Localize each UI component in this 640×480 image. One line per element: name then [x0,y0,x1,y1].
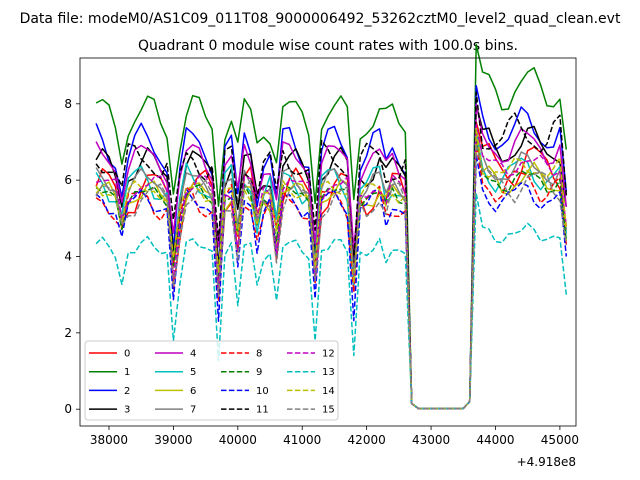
series-line-12 [95,124,568,410]
legend-label: 11 [256,405,269,416]
series-line-15 [95,143,568,410]
y-axis: 0 2 4 6 8 [64,97,80,416]
series-line-11 [95,91,568,410]
legend-label: 9 [256,367,262,378]
legend-label: 12 [322,349,335,360]
x-offset-label: +4.918e8 [517,455,576,469]
y-tick-label: 6 [64,173,72,187]
legend-label: 0 [124,349,130,360]
chart-title: Quadrant 0 module wise count rates with … [138,38,518,54]
legend-label: 1 [124,367,130,378]
x-tick-label: 44000 [476,433,514,447]
legend-label: 2 [124,386,130,397]
legend-label: 6 [190,386,196,397]
legend-label: 15 [322,405,335,416]
x-tick-label: 38000 [90,433,128,447]
figure-suptitle: Data file: modeM0/AS1C09_011T08_90000064… [20,11,621,27]
y-tick-label: 2 [64,326,72,340]
x-tick-label: 45000 [541,433,579,447]
axes: 38000 39000 40000 41000 42000 43000 44000 45000… [64,43,579,469]
series-line-14 [95,127,568,410]
series-line-10 [95,154,568,410]
series-line-4 [95,104,568,410]
legend-label: 5 [190,367,196,378]
y-tick-label: 8 [64,97,72,111]
series-line-2 [95,84,568,410]
y-tick-label: 4 [64,250,72,264]
x-tick-label: 41000 [283,433,321,447]
legend-label: 3 [124,405,130,416]
series-line-13 [95,192,568,410]
legend-frame [84,340,339,421]
series-line-1 [95,43,568,410]
legend-label: 14 [322,386,335,397]
x-tick-label: 39000 [154,433,192,447]
legend-label: 10 [256,386,269,397]
x-tick-label: 43000 [412,433,450,447]
legend-label: 13 [322,367,335,378]
x-axis: 38000 39000 40000 41000 42000 43000 44000 45000 [90,426,579,447]
legend-label: 8 [256,349,262,360]
legend-label: 7 [190,405,196,416]
series-line-9 [95,139,568,410]
x-tick-label: 40000 [219,433,257,447]
x-tick-label: 42000 [348,433,386,447]
y-tick-label: 0 [64,402,72,416]
plot-area [95,43,568,410]
axes-frame [79,57,577,427]
legend-label: 4 [190,349,196,360]
